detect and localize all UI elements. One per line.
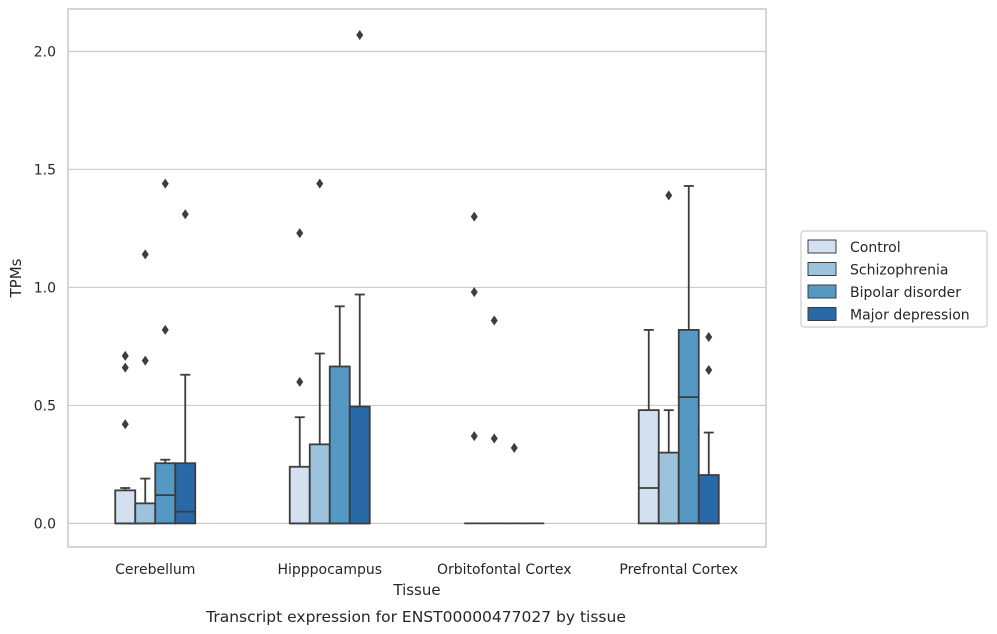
outlier-point [161,324,169,335]
outlier-point [121,362,129,373]
box [114,350,137,525]
legend-swatch [807,284,837,299]
series-major-depression [174,29,720,525]
box [308,178,331,525]
box [174,209,197,525]
plot-frame [67,8,767,548]
box [464,211,485,525]
series-bipolar-disorder [154,178,700,525]
legend-swatch [807,239,837,254]
box-rect [154,462,177,525]
legend-box [800,230,988,328]
outlier-point [470,211,478,222]
legend-label: Major depression [850,308,970,324]
y-tick-label: 0.0 [34,516,56,532]
legend-swatch [807,262,837,276]
series-control [114,211,660,525]
x-tick-label: Orbitofontal Cortex [437,562,572,578]
box-rect [677,329,700,525]
box [288,228,311,525]
legend-item: Control [807,239,901,256]
box-series [114,29,720,525]
x-tick-labels: Cerebellum Hipppocampus Orbitofontal Corte… [115,562,738,578]
chart-caption: Transcript expression for ENST0000047702… [205,608,626,626]
outlier-point [141,355,149,366]
outlier-point [121,419,129,430]
y-tick-label: 1.5 [34,162,56,178]
x-tick-label: Hipppocampus [277,562,382,578]
box [484,315,505,525]
box-rect [637,409,660,525]
box-rect [657,451,680,525]
x-tick-label: Cerebellum [115,562,195,578]
outlier-point [121,350,129,361]
outlier-point [316,178,324,189]
outlier-point [510,442,518,453]
box [348,29,371,525]
outlier-point [665,190,673,201]
box [657,190,680,525]
box [134,249,157,525]
outlier-point [141,249,149,260]
legend-item: Bipolar disorder [807,284,961,301]
box-rect [134,502,157,525]
legend-item: Schizophrenia [807,262,948,279]
x-tick-label: Prefrontal Cortex [619,562,738,578]
series-schizophrenia [134,178,680,525]
outlier-point [161,178,169,189]
outlier-point [356,29,364,40]
outlier-point [490,315,498,326]
legend-item: Major depression [807,307,970,324]
y-tick-labels: 0.0 0.5 1.0 1.5 2.0 [34,44,56,532]
box-rect [114,489,137,525]
y-tick-label: 0.5 [34,398,56,414]
box-rect [288,465,311,525]
outlier-point [470,287,478,298]
legend-label: Control [850,240,901,256]
legend: Control Schizophrenia Bipolar disorder Majo… [800,230,988,328]
outlier-point [470,431,478,442]
x-axis-label: Tissue [392,581,440,599]
box [697,331,720,525]
box [504,442,525,525]
box [328,305,351,525]
box-rect [174,462,197,525]
outlier-point [705,365,713,376]
box-rect [348,405,371,525]
box [637,329,660,525]
legend-label: Bipolar disorder [850,285,961,301]
y-axis-label: TPMs [7,258,25,298]
box [154,178,177,525]
y-tick-label: 1.0 [34,280,56,296]
box-rect [697,474,720,525]
outlier-point [296,228,304,239]
legend-label: Schizophrenia [850,263,948,279]
box-rect [308,443,331,525]
outlier-point [296,376,304,387]
outlier-point [490,433,498,444]
y-tick-label: 2.0 [34,44,56,60]
outlier-point [181,209,189,220]
box-rect [328,365,351,525]
legend-swatch [807,307,837,321]
box [677,185,700,525]
outlier-point [705,331,713,342]
